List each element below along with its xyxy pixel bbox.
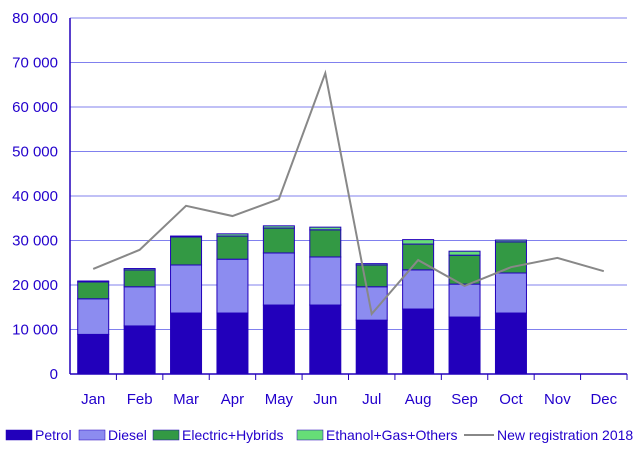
y-tick-label: 70 000	[12, 55, 58, 72]
x-tick-label: Mar	[173, 391, 199, 408]
bar-diesel-jan	[78, 299, 109, 335]
bar-electric-hybrids-feb	[124, 270, 155, 287]
x-tick-label: Aug	[405, 391, 432, 408]
legend-label: New registration 2018	[497, 427, 633, 443]
legend-label: Petrol	[35, 427, 72, 443]
bar-petrol-oct	[495, 313, 526, 374]
x-tick-label: Oct	[499, 391, 523, 408]
x-tick-label: Nov	[544, 391, 571, 408]
bar-electric-hybrids-mar	[171, 237, 202, 265]
y-tick-label: 10 000	[12, 322, 58, 339]
bar-petrol-jul	[356, 320, 387, 374]
line-series	[93, 73, 604, 314]
bar-electric-hybrids-apr	[217, 236, 248, 259]
bar-ethanol-gas-others-aug	[403, 240, 434, 244]
bar-ethanol-gas-others-feb	[124, 269, 155, 270]
bars	[78, 226, 527, 374]
bar-diesel-aug	[403, 270, 434, 309]
y-tick-label: 20 000	[12, 277, 58, 294]
legend-label: Diesel	[108, 427, 147, 443]
legend-swatch	[6, 430, 32, 440]
bar-petrol-aug	[403, 309, 434, 374]
bar-diesel-mar	[171, 265, 202, 313]
legend-label: Ethanol+Gas+Others	[326, 427, 458, 443]
legend-swatch	[79, 430, 105, 440]
bar-ethanol-gas-others-apr	[217, 234, 248, 236]
bar-diesel-sep	[449, 284, 480, 317]
x-tick-label: Apr	[221, 391, 244, 408]
x-tick-label: Jul	[362, 391, 381, 408]
x-tick-label: May	[265, 391, 294, 408]
y-tick-label: 50 000	[12, 144, 58, 161]
bar-electric-hybrids-may	[263, 228, 294, 253]
bar-ethanol-gas-others-may	[263, 226, 294, 228]
y-tick-label: 60 000	[12, 99, 58, 116]
y-axis-tick-labels: 0 10 000 20 000 30 000 40 000 50 000 60 000 70 …	[12, 10, 58, 383]
x-tick-label: Dec	[590, 391, 617, 408]
bar-petrol-jun	[310, 305, 341, 374]
y-tick-label: 30 000	[12, 233, 58, 250]
x-tick-label: Jan	[81, 391, 105, 408]
x-tick-label: Feb	[127, 391, 153, 408]
bar-ethanol-gas-others-sep	[449, 251, 480, 255]
bar-electric-hybrids-jun	[310, 230, 341, 257]
bar-ethanol-gas-others-jul	[356, 264, 387, 265]
legend-swatch	[153, 430, 179, 440]
bar-petrol-mar	[171, 313, 202, 374]
bar-petrol-jan	[78, 334, 109, 374]
legend: Petrol Diesel Electric+Hybrids Ethanol+Gas+…	[6, 427, 633, 443]
x-tick-label: Jun	[313, 391, 337, 408]
y-tick-label: 40 000	[12, 188, 58, 205]
bar-electric-hybrids-jul	[356, 265, 387, 287]
x-axis-tick-labels: Jan Feb Mar Apr May Jun Jul Aug Sep Oct Nov Dec	[81, 391, 618, 408]
bar-ethanol-gas-others-jan	[78, 281, 109, 282]
bar-petrol-apr	[217, 313, 248, 374]
y-tick-label: 0	[50, 366, 58, 383]
bar-ethanol-gas-others-jun	[310, 227, 341, 230]
bar-electric-hybrids-oct	[495, 242, 526, 273]
bar-ethanol-gas-others-oct	[495, 240, 526, 242]
bar-petrol-sep	[449, 317, 480, 374]
y-tick-label: 80 000	[12, 10, 58, 27]
bar-diesel-may	[263, 253, 294, 305]
bar-ethanol-gas-others-mar	[171, 236, 202, 237]
legend-swatch	[297, 430, 323, 440]
bar-diesel-feb	[124, 287, 155, 326]
bar-diesel-apr	[217, 259, 248, 313]
legend-label: Electric+Hybrids	[182, 427, 284, 443]
bar-diesel-jun	[310, 257, 341, 305]
x-tick-label: Sep	[451, 391, 478, 408]
bar-petrol-feb	[124, 326, 155, 374]
bar-electric-hybrids-jan	[78, 282, 109, 299]
bar-petrol-may	[263, 305, 294, 374]
line-new-registration-2018	[93, 73, 604, 314]
bar-diesel-oct	[495, 273, 526, 313]
